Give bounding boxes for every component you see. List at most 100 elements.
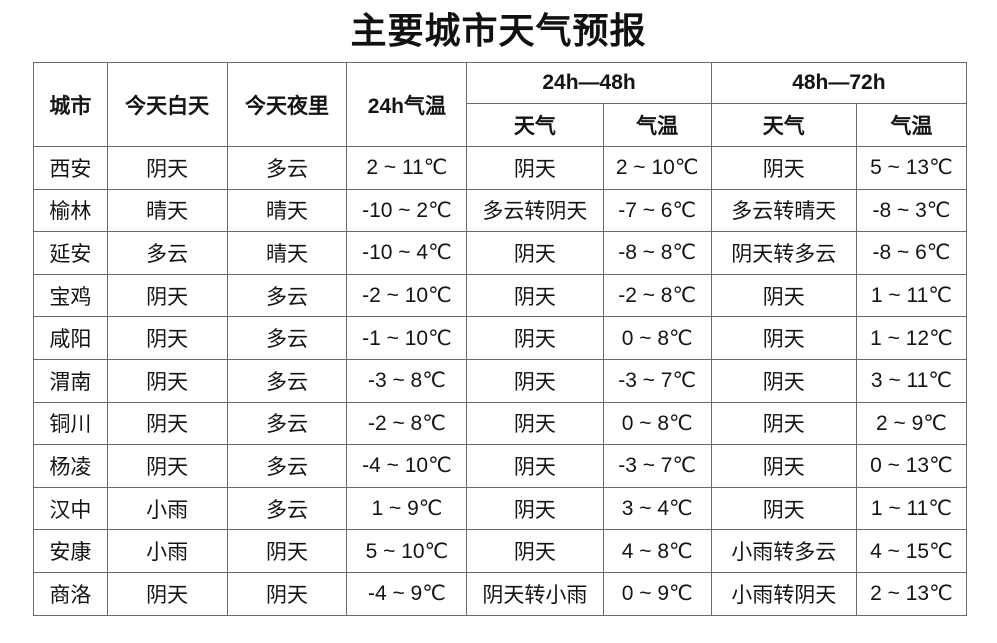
weather-24-48-cell: 阴天 [466, 529, 604, 573]
temp-24-48-cell: 0 ~ 9℃ [602, 571, 712, 616]
city-cell: 铜川 [33, 401, 108, 446]
weather-48-72-cell: 阴天 [710, 273, 857, 318]
temp-24-48-cell: -2 ~ 8℃ [602, 273, 712, 318]
table-row: 榆林 晴天 晴天 -10 ~ 2℃ 多云转阴天 -7 ~ 6℃ 多云转晴天 -8… [33, 188, 968, 233]
temp-24h-cell: 5 ~ 10℃ [346, 529, 468, 573]
weather-24-48-cell: 多云转阴天 [466, 188, 604, 233]
temp-48-72-cell: 1 ~ 12℃ [855, 316, 968, 360]
weather-48-72-cell: 阴天 [710, 444, 857, 488]
temp-48-72-cell: -8 ~ 6℃ [855, 231, 968, 275]
weather-24-48-cell: 阴天 [466, 231, 604, 275]
today-night-cell: 多云 [226, 444, 348, 488]
temp-24-48-cell: -3 ~ 7℃ [602, 444, 712, 488]
today-night-cell: 晴天 [226, 188, 348, 233]
today-day-cell: 阴天 [106, 316, 228, 360]
today-night-cell: 晴天 [226, 231, 348, 275]
city-cell: 延安 [33, 231, 108, 275]
weather-table: 城市 今天白天 今天夜里 24h气温 24h—48h 48h—72h 天气 气温… [33, 62, 968, 616]
header-sub-row: 天气 气温 天气 气温 [34, 103, 968, 147]
temp-48-72-cell: 5 ~ 13℃ [855, 146, 968, 190]
temp-48-72-cell: 0 ~ 13℃ [855, 444, 968, 488]
today-night-cell: 阴天 [226, 571, 348, 616]
temp-48-72-cell: 2 ~ 9℃ [855, 401, 968, 446]
temp-24-48-cell: -3 ~ 7℃ [602, 358, 712, 403]
temp-24-48-cell: 0 ~ 8℃ [602, 316, 712, 360]
weather-24-48-cell: 阴天 [466, 486, 604, 531]
temp-48-72-cell: -8 ~ 3℃ [855, 188, 968, 233]
weather-48-72-cell: 阴天 [710, 401, 857, 446]
city-cell: 安康 [33, 529, 108, 573]
temp-24h-cell: -10 ~ 2℃ [346, 188, 468, 233]
today-night-cell: 多云 [226, 316, 348, 360]
column-header-today-day: 今天白天 [106, 62, 228, 147]
weather-48-72-cell: 阴天 [710, 358, 857, 403]
temp-24h-cell: 2 ~ 11℃ [346, 146, 468, 190]
today-day-cell: 阴天 [106, 358, 228, 403]
today-day-cell: 阴天 [106, 571, 228, 616]
temp-24h-cell: -2 ~ 10℃ [346, 273, 468, 318]
weather-48-72-cell: 阴天 [710, 146, 857, 190]
city-cell: 商洛 [33, 571, 108, 616]
temp-24h-cell: -3 ~ 8℃ [346, 358, 468, 403]
table-row: 商洛 阴天 阴天 -4 ~ 9℃ 阴天转小雨 0 ~ 9℃ 小雨转阴天 2 ~ … [33, 571, 968, 616]
temp-24-48-cell: -8 ~ 8℃ [602, 231, 712, 275]
weather-24-48-cell: 阴天转小雨 [466, 571, 604, 616]
header-group-row: 城市 今天白天 今天夜里 24h气温 24h—48h 48h—72h [33, 62, 968, 147]
temp-24-48-cell: -7 ~ 6℃ [602, 188, 712, 233]
weather-48-72-cell: 小雨转阴天 [710, 571, 857, 616]
temp-48-72-cell: 1 ~ 11℃ [855, 273, 968, 318]
temp-24h-cell: 1 ~ 9℃ [346, 486, 468, 531]
city-cell: 宝鸡 [33, 273, 108, 318]
table-row: 宝鸡 阴天 多云 -2 ~ 10℃ 阴天 -2 ~ 8℃ 阴天 1 ~ 11℃ [33, 273, 968, 318]
city-cell: 汉中 [33, 486, 108, 531]
temp-48-72-cell: 2 ~ 13℃ [855, 571, 968, 616]
table-row: 咸阳 阴天 多云 -1 ~ 10℃ 阴天 0 ~ 8℃ 阴天 1 ~ 12℃ [33, 316, 968, 360]
temp-48-72-cell: 3 ~ 11℃ [855, 358, 968, 403]
today-night-cell: 阴天 [226, 529, 348, 573]
temp-24h-cell: -1 ~ 10℃ [346, 316, 468, 360]
weather-24-48-cell: 阴天 [466, 358, 604, 403]
column-group-24h-48h: 24h—48h [466, 62, 712, 104]
today-day-cell: 小雨 [106, 529, 228, 573]
today-day-cell: 多云 [106, 231, 228, 275]
today-day-cell: 阴天 [106, 401, 228, 446]
today-day-cell: 阴天 [106, 444, 228, 488]
weather-24-48-cell: 阴天 [466, 273, 604, 318]
table-row: 杨凌 阴天 多云 -4 ~ 10℃ 阴天 -3 ~ 7℃ 阴天 0 ~ 13℃ [33, 444, 968, 488]
table-row: 安康 小雨 阴天 5 ~ 10℃ 阴天 4 ~ 8℃ 小雨转多云 4 ~ 15℃ [33, 529, 968, 573]
weather-48-72-cell: 阴天 [710, 316, 857, 360]
page-title: 主要城市天气预报 [350, 10, 647, 51]
table-row: 铜川 阴天 多云 -2 ~ 8℃ 阴天 0 ~ 8℃ 阴天 2 ~ 9℃ [33, 401, 968, 446]
temp-24h-cell: -10 ~ 4℃ [346, 231, 468, 275]
weather-48-72-cell: 阴天 [710, 486, 857, 531]
weather-48-72-cell: 阴天转多云 [710, 231, 857, 275]
city-cell: 渭南 [33, 358, 108, 403]
table-row: 延安 多云 晴天 -10 ~ 4℃ 阴天 -8 ~ 8℃ 阴天转多云 -8 ~ … [33, 231, 968, 275]
today-day-cell: 晴天 [106, 188, 228, 233]
city-cell: 西安 [33, 146, 108, 190]
weather-48-72-cell: 多云转晴天 [710, 188, 857, 233]
temp-24-48-cell: 3 ~ 4℃ [602, 486, 712, 531]
weather-48-72-cell: 小雨转多云 [710, 529, 857, 573]
column-header-24h-temp: 24h气温 [346, 62, 468, 147]
today-night-cell: 多云 [226, 146, 348, 190]
subheader-weather-24-48: 天气 [466, 103, 604, 147]
table-header: 城市 今天白天 今天夜里 24h气温 24h—48h 48h—72h 天气 气温… [33, 62, 968, 147]
temp-24h-cell: -2 ~ 8℃ [346, 401, 468, 446]
today-night-cell: 多云 [226, 358, 348, 403]
temp-24-48-cell: 4 ~ 8℃ [602, 529, 712, 573]
temp-24-48-cell: 2 ~ 10℃ [602, 146, 712, 190]
weather-24-48-cell: 阴天 [466, 316, 604, 360]
weather-24-48-cell: 阴天 [466, 146, 604, 190]
today-day-cell: 阴天 [106, 273, 228, 318]
temp-24h-cell: -4 ~ 9℃ [346, 571, 468, 616]
table-row: 汉中 小雨 多云 1 ~ 9℃ 阴天 3 ~ 4℃ 阴天 1 ~ 11℃ [33, 486, 968, 531]
today-night-cell: 多云 [226, 401, 348, 446]
weather-24-48-cell: 阴天 [466, 444, 604, 488]
column-header-city: 城市 [33, 62, 108, 147]
temp-24h-cell: -4 ~ 10℃ [346, 444, 468, 488]
weather-24-48-cell: 阴天 [466, 401, 604, 446]
table-body: 西安 阴天 多云 2 ~ 11℃ 阴天 2 ~ 10℃ 阴天 5 ~ 13℃ 榆… [33, 146, 968, 616]
column-group-48h-72h: 48h—72h [710, 62, 968, 104]
city-cell: 杨凌 [33, 444, 108, 488]
